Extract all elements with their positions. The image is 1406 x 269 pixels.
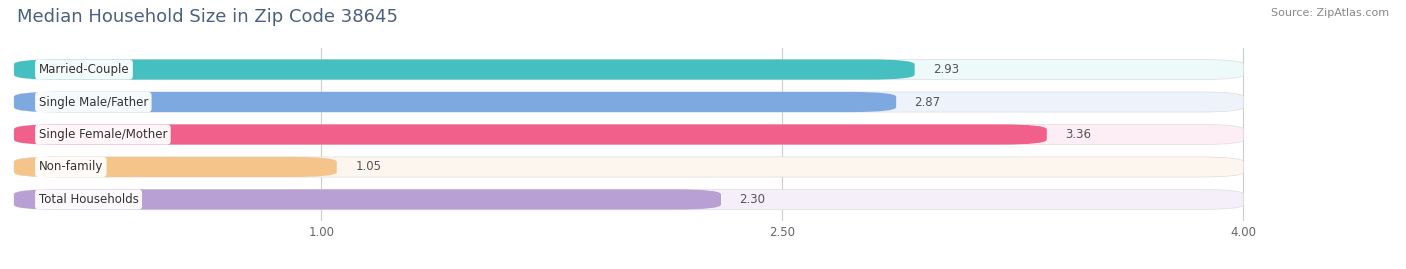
Text: Non-family: Non-family	[38, 161, 103, 174]
Text: 3.36: 3.36	[1066, 128, 1091, 141]
Text: 2.87: 2.87	[915, 95, 941, 108]
FancyBboxPatch shape	[14, 125, 1243, 144]
Text: Total Households: Total Households	[38, 193, 139, 206]
Text: Median Household Size in Zip Code 38645: Median Household Size in Zip Code 38645	[17, 8, 398, 26]
FancyBboxPatch shape	[14, 59, 1243, 80]
FancyBboxPatch shape	[14, 157, 337, 177]
FancyBboxPatch shape	[14, 125, 1047, 144]
FancyBboxPatch shape	[14, 189, 1243, 210]
Text: Source: ZipAtlas.com: Source: ZipAtlas.com	[1271, 8, 1389, 18]
Text: 1.05: 1.05	[356, 161, 381, 174]
Text: 2.93: 2.93	[934, 63, 959, 76]
FancyBboxPatch shape	[14, 189, 721, 210]
Text: Single Male/Father: Single Male/Father	[38, 95, 148, 108]
Text: Married-Couple: Married-Couple	[38, 63, 129, 76]
FancyBboxPatch shape	[14, 59, 915, 80]
FancyBboxPatch shape	[14, 157, 1243, 177]
FancyBboxPatch shape	[14, 92, 896, 112]
Text: 2.30: 2.30	[740, 193, 765, 206]
FancyBboxPatch shape	[14, 92, 1243, 112]
Text: Single Female/Mother: Single Female/Mother	[38, 128, 167, 141]
